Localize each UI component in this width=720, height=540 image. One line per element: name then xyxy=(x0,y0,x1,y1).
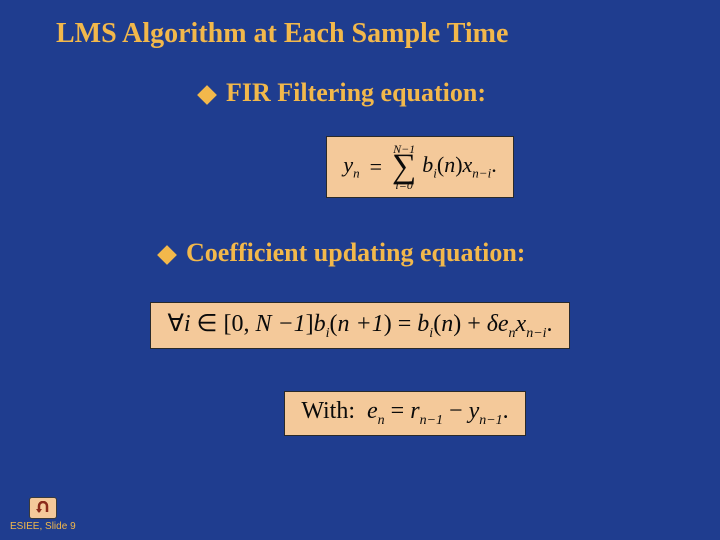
eq-var: b xyxy=(314,311,326,337)
eq-num: 0 xyxy=(231,311,243,337)
fir-equation-container: yn = N−1 ∑ i=0 bi(n)xn−i. xyxy=(160,124,680,198)
eq-sub: n−1 xyxy=(420,413,443,428)
eq-period: . xyxy=(503,398,509,424)
eq-paren: ( xyxy=(433,311,441,337)
eq-minus: − xyxy=(449,398,463,424)
eq-var: y xyxy=(469,398,480,424)
error-equation: With: en = rn−1 − yn−1. xyxy=(284,391,525,436)
eq-var: N −1 xyxy=(255,311,305,337)
footer-slide-label: Slide xyxy=(45,521,67,532)
fir-equation: yn = N−1 ∑ i=0 bi(n)xn−i. xyxy=(326,136,513,198)
eq-var: i xyxy=(184,311,191,337)
eq-sub: n xyxy=(509,326,516,341)
eq-sub: n−1 xyxy=(479,413,502,428)
update-equation: ∀i ∈ [0, N −1]bi(n +1) = bi(n) + δenxn−i… xyxy=(150,302,569,349)
eq-var: n xyxy=(444,152,455,177)
eq-var: e xyxy=(367,398,378,424)
error-equation-container: With: en = rn−1 − yn−1. xyxy=(130,379,680,436)
eq-paren: ) xyxy=(384,311,392,337)
eq-var: b xyxy=(422,152,433,177)
footer-slide-num: 9 xyxy=(70,521,76,532)
forall-icon: ∀ xyxy=(167,311,183,337)
slide: LMS Algorithm at Each Sample Time FIR Fi… xyxy=(0,0,720,540)
diamond-icon xyxy=(157,245,177,265)
u-turn-icon xyxy=(33,501,53,515)
eq-period: . xyxy=(491,152,497,177)
slide-footer: ESIEE, Slide 9 xyxy=(10,497,76,532)
eq-prefix: With: xyxy=(301,398,355,424)
eq-sub: n−i xyxy=(472,166,491,181)
eq-sub: n xyxy=(378,413,385,428)
eq-var: x xyxy=(463,152,473,177)
footer-caption: ESIEE, Slide 9 xyxy=(10,521,76,532)
delta-icon: δ xyxy=(487,311,498,337)
eq-paren: ) xyxy=(453,311,461,337)
sum-lower: i=0 xyxy=(395,179,412,191)
eq-comma: , xyxy=(243,311,255,337)
eq-sub: n−i xyxy=(526,326,546,341)
eq-equals: = xyxy=(370,156,382,178)
summation-icon: N−1 ∑ i=0 xyxy=(392,143,416,191)
eq-var: b xyxy=(417,311,429,337)
bullet-label: FIR Filtering equation: xyxy=(226,78,486,108)
eq-var: y xyxy=(343,152,353,177)
eq-var: r xyxy=(410,398,419,424)
eq-var: x xyxy=(516,311,527,337)
eq-sub: n xyxy=(353,166,360,181)
bullet-item: Coefficient updating equation: xyxy=(160,238,680,268)
bullet-item: FIR Filtering equation: xyxy=(200,78,680,108)
eq-paren: ( xyxy=(330,311,338,337)
eq-equals: = xyxy=(391,398,405,424)
eq-bracket: ] xyxy=(306,311,314,337)
element-of-icon: ∈ xyxy=(197,311,218,337)
eq-period: . xyxy=(547,311,553,337)
sigma-icon: ∑ xyxy=(392,153,416,181)
footer-org: ESIEE xyxy=(10,521,39,532)
eq-var: e xyxy=(498,311,509,337)
update-equation-container: ∀i ∈ [0, N −1]bi(n +1) = bi(n) + δenxn−i… xyxy=(40,290,680,349)
eq-equals: = xyxy=(398,311,412,337)
return-button[interactable] xyxy=(29,497,57,519)
diamond-icon xyxy=(197,85,217,105)
eq-var: n xyxy=(441,311,453,337)
eq-var: n +1 xyxy=(338,311,384,337)
eq-plus: + xyxy=(467,311,481,337)
page-title: LMS Algorithm at Each Sample Time xyxy=(56,18,680,50)
bullet-label: Coefficient updating equation: xyxy=(186,238,525,268)
eq-paren: ) xyxy=(455,152,462,177)
